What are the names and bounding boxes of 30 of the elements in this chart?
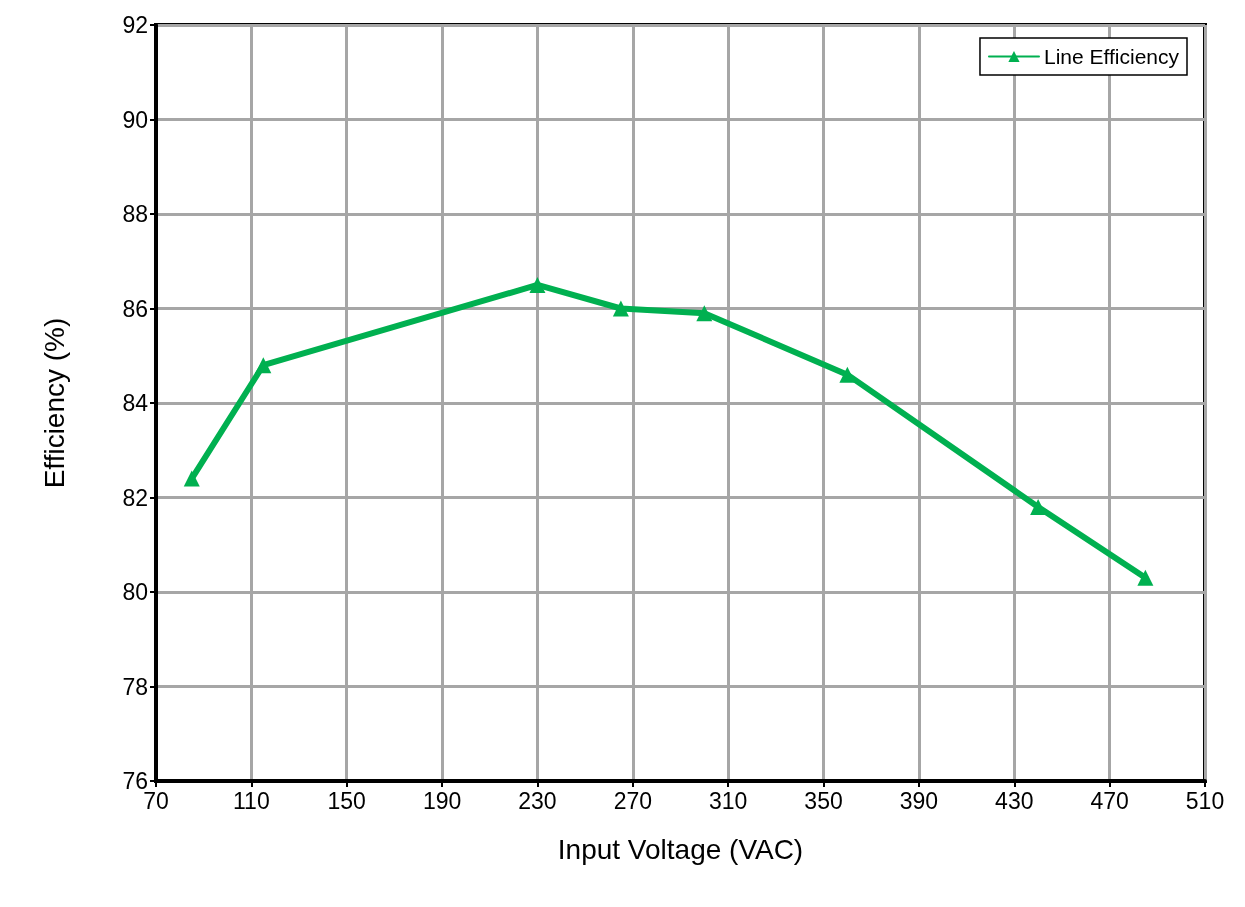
point xyxy=(696,305,713,322)
y-tick-label: 88 xyxy=(122,201,148,227)
y-tick-label: 92 xyxy=(122,12,148,38)
point xyxy=(1137,569,1154,586)
x-tick-label: 270 xyxy=(613,787,653,814)
legend-label: Line Efficiency xyxy=(1043,45,1180,68)
x-tick-label: 190 xyxy=(422,787,462,814)
x-tick-label: 350 xyxy=(804,787,843,814)
y-tick-label: 78 xyxy=(122,673,148,700)
x-tick-label: 390 xyxy=(899,787,939,814)
x-axis-title: Input Voltage (VAC) xyxy=(557,833,804,865)
y-tick-label: 84 xyxy=(122,390,149,416)
x-tick-label: 510 xyxy=(1185,787,1225,814)
x-tick-label: 470 xyxy=(1090,787,1129,814)
y-tick-label: 80 xyxy=(122,579,148,605)
point xyxy=(255,357,272,374)
point xyxy=(612,300,629,317)
y-axis-title: Efficiency (%) xyxy=(38,317,70,489)
y-tick-label: 90 xyxy=(122,106,148,133)
y-tick-label: 82 xyxy=(122,484,148,511)
point xyxy=(183,470,200,487)
x-tick-label: 310 xyxy=(708,787,748,814)
x-tick-label: 230 xyxy=(518,787,557,814)
point xyxy=(1030,498,1047,515)
y-tick-label: 86 xyxy=(122,295,148,322)
x-tick-label: 110 xyxy=(233,787,270,814)
x-tick-label: 150 xyxy=(327,787,366,814)
x-tick-label: 430 xyxy=(995,787,1034,814)
point xyxy=(839,366,856,383)
point xyxy=(529,276,546,293)
